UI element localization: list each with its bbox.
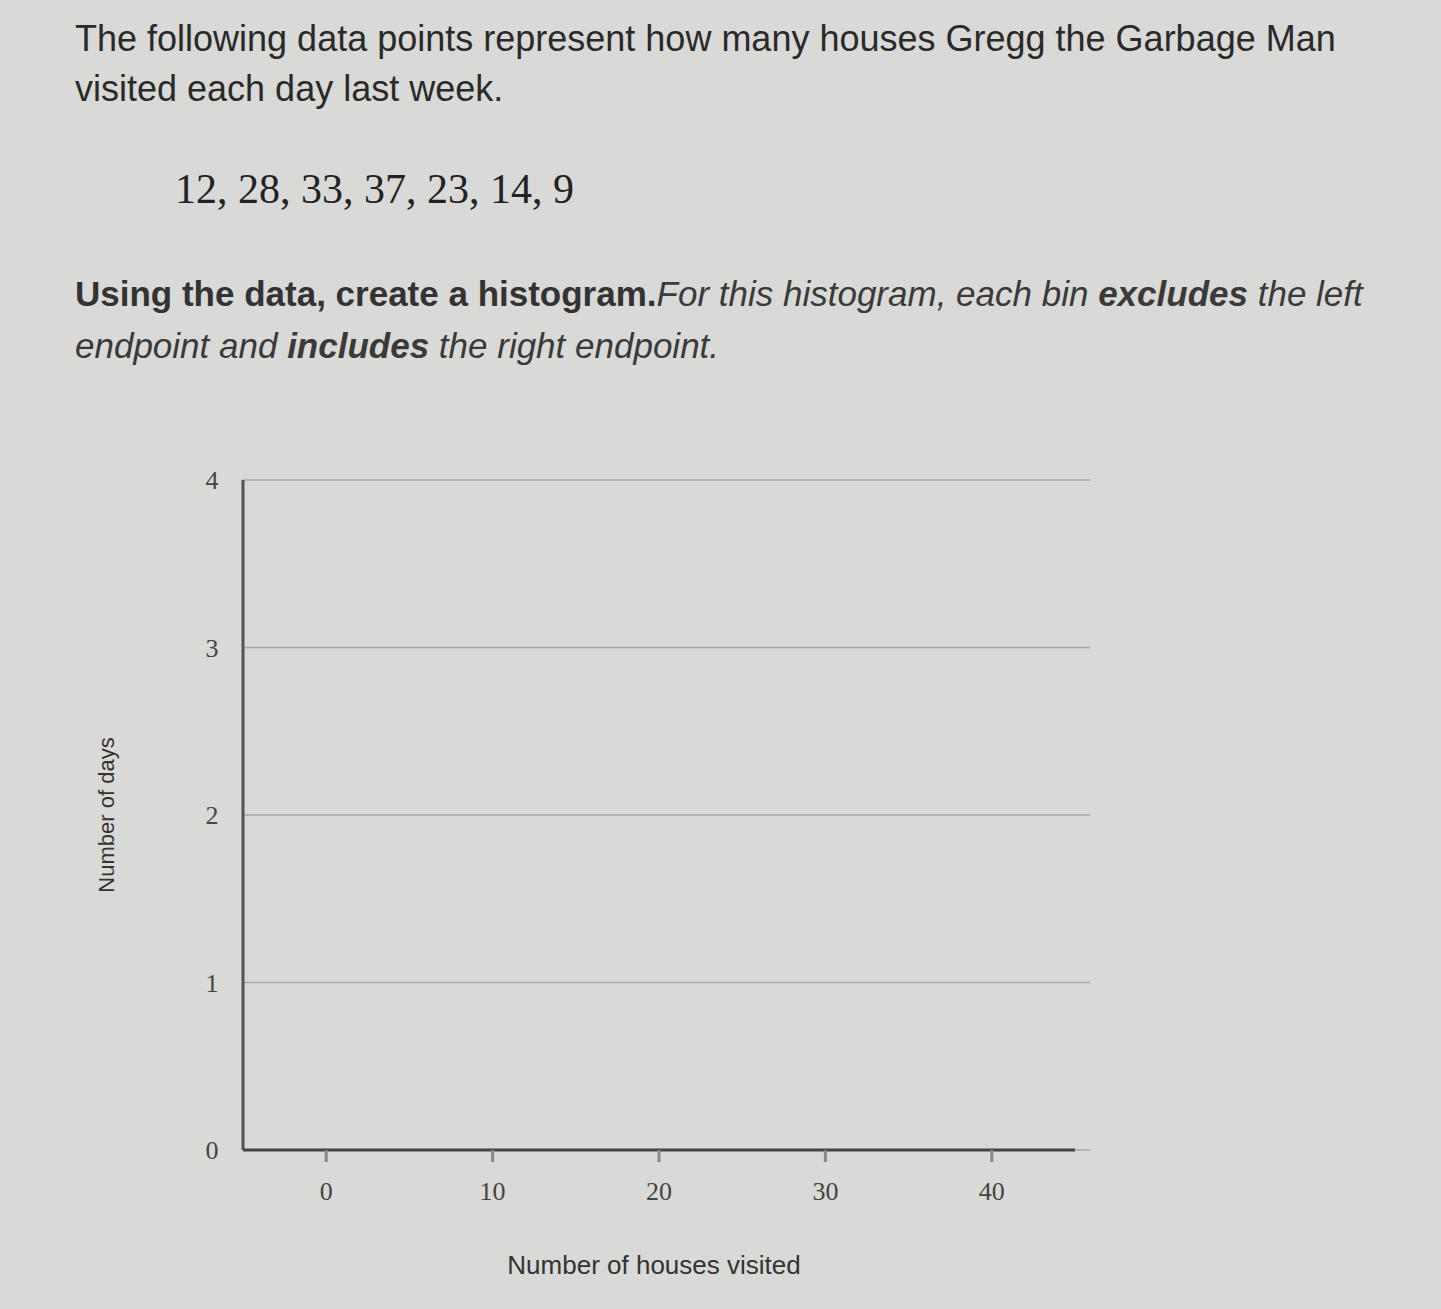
y-tick-label: 4 (206, 466, 219, 495)
instruction-part: the right endpoint. (429, 326, 719, 365)
y-tick-label: 3 (206, 634, 219, 663)
y-tick-label: 0 (206, 1136, 219, 1165)
x-tick (325, 1150, 328, 1162)
instruction-part: excludes (1098, 274, 1248, 313)
histogram-bar (659, 1146, 825, 1150)
x-tick (990, 1150, 993, 1162)
grid-line (243, 814, 1090, 816)
y-tick-label: 1 (206, 969, 219, 998)
y-axis (242, 480, 245, 1150)
x-tick-label: 10 (480, 1177, 506, 1206)
histogram-bar (493, 1146, 659, 1150)
histogram-bar (326, 1146, 492, 1150)
y-tick-label: 2 (206, 801, 219, 830)
data-points: 12, 28, 33, 37, 23, 14, 9 (175, 165, 574, 213)
x-tick-label: 40 (979, 1177, 1005, 1206)
y-axis-label: Number of days (94, 737, 119, 892)
x-tick (491, 1150, 494, 1162)
x-tick-label: 20 (646, 1177, 672, 1206)
page: {"chart_data": {"type": "histogram", "ti… (0, 0, 1441, 1309)
x-tick (658, 1150, 661, 1162)
grid-line (243, 1149, 1090, 1151)
grid-line (243, 982, 1090, 984)
x-tick-label: 0 (320, 1177, 333, 1206)
grid-line (243, 479, 1090, 481)
x-tick (824, 1150, 827, 1162)
instruction-part: Using the data, create a histogram. (75, 274, 657, 313)
x-tick-label: 30 (812, 1177, 838, 1206)
problem-text: The following data points represent how … (75, 14, 1405, 114)
instructions: Using the data, create a histogram.For t… (75, 268, 1405, 372)
chart: 01234010203040Number of houses visitedNu… (0, 0, 1441, 1309)
instruction-part: includes (287, 326, 429, 365)
x-axis-label: Number of houses visited (507, 1250, 800, 1280)
histogram-bar (825, 1146, 991, 1150)
instruction-part: For this histogram, each bin (657, 274, 1099, 313)
grid-line (243, 647, 1090, 649)
